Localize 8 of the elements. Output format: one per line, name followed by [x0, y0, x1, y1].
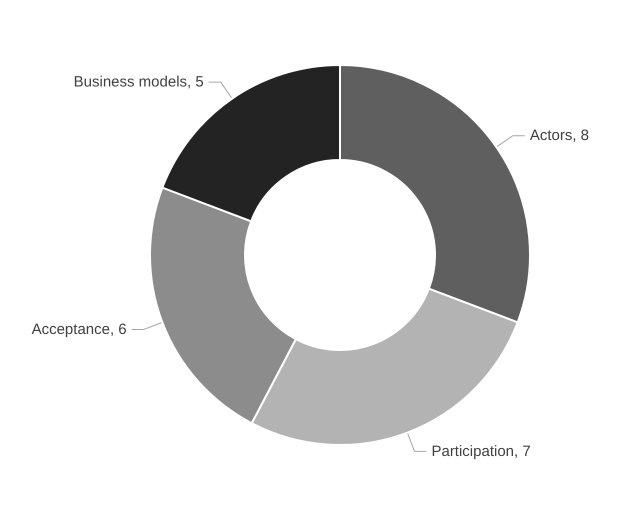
slice-label: Actors — [530, 127, 572, 144]
data-label: , 5 — [187, 74, 204, 91]
slice-label: Business models — [74, 74, 188, 91]
slice-label: Participation — [431, 442, 514, 460]
slice-label: Acceptance — [32, 320, 110, 338]
data-label: , 6 — [110, 320, 127, 338]
data-label: , 8 — [572, 127, 590, 144]
data-label: , 7 — [514, 442, 531, 460]
